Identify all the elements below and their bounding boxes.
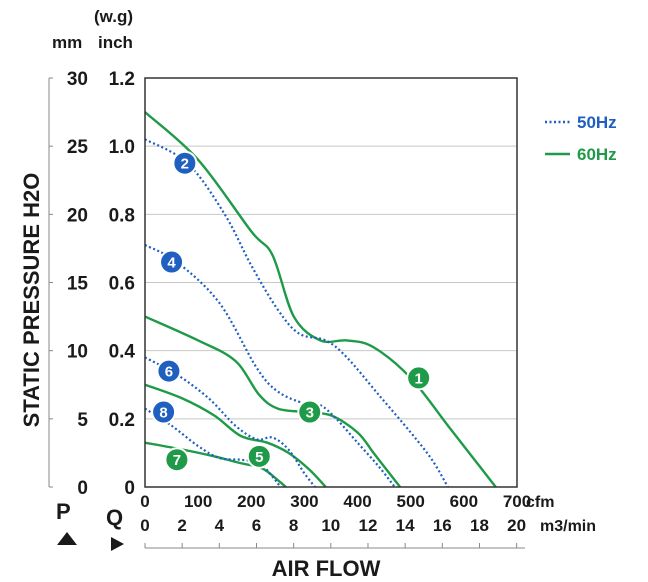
x-tick-m3: 18 [470,516,489,535]
legend: 50Hz 60Hz [545,113,617,164]
x-tick-cfm: 300 [290,492,318,511]
curve-1-line [145,112,496,487]
x-unit-cfm: cfm [526,494,554,511]
x-tick-cfm: 0 [140,492,149,511]
marker-label: 2 [181,156,189,173]
curve-3-marker: 3 [298,401,321,424]
y-tick-inch: 0 [124,478,135,499]
curve-5-line [145,385,326,487]
marker-label: 5 [255,449,263,466]
y-tick-inch: 0.4 [109,342,136,363]
legend-label-50Hz: 50Hz [577,113,617,132]
x-tick-m3: 14 [396,516,415,535]
x-tick-m3: 4 [215,516,225,535]
q-arrow-icon [111,537,124,551]
curve-2-line [145,139,448,487]
marker-label: 1 [415,370,423,387]
x-tick-m3: 2 [177,516,186,535]
y-tick-mm: 15 [67,274,89,295]
x-tick-cfm: 400 [343,492,371,511]
curves [145,112,496,487]
curve-2-marker: 2 [173,152,196,175]
x-tick-cfm: 600 [450,492,478,511]
y-tick-inch: 1.2 [109,69,135,90]
x-tick-m3: 20 [507,516,526,535]
y-tick-mm: 10 [67,342,88,363]
marker-label: 7 [173,452,181,469]
x-tick-m3: 10 [321,516,340,535]
y-unit-inch: inch [98,33,133,52]
y-tick-mm: 20 [67,205,88,226]
marker-label: 6 [165,364,173,381]
curve-6-marker: 6 [157,360,180,383]
x-tick-m3: 8 [289,516,298,535]
curve-5-marker: 5 [248,445,271,468]
y-tick-mm: 5 [77,410,88,431]
y-tick-mm: 25 [67,137,89,158]
x-tick-cfm: 200 [237,492,265,511]
y-unit-mm: mm [52,33,82,52]
x-axis-title: AIR FLOW [272,556,381,581]
y-tick-inch: 0.2 [109,410,135,431]
x-tick-m3: 16 [433,516,452,535]
marker-label: 8 [159,405,167,422]
p-arrow-icon [57,532,77,545]
y-tick-mm: 0 [77,478,88,499]
y-tick-inch: 0.6 [109,274,135,295]
curve-4-marker: 4 [160,251,183,274]
curve-8-marker: 8 [152,401,175,424]
x-tick-m3: 12 [359,516,378,535]
marker-label: 4 [167,255,176,272]
marker-label: 3 [306,405,314,422]
legend-label-60Hz: 60Hz [577,145,617,164]
x-unit-m3: m3/min [540,518,596,535]
y-tick-mm: 30 [67,69,88,90]
x-tick-m3: 6 [252,516,261,535]
x-tick-m3: 0 [140,516,149,535]
curve-1-marker: 1 [407,366,430,389]
y-unit-inch-prefix: (w.g) [94,7,133,26]
y-tick-inch: 0.8 [109,205,135,226]
x-tick-cfm: 500 [397,492,425,511]
p-axis-label: P [56,499,71,524]
curve-7-marker: 7 [165,448,188,471]
y-tick-inch: 1.0 [109,137,135,158]
q-axis-label: Q [106,505,123,530]
x-tick-cfm: 100 [184,492,212,511]
y-axis-title: STATIC PRESSURE H2O [19,173,44,428]
